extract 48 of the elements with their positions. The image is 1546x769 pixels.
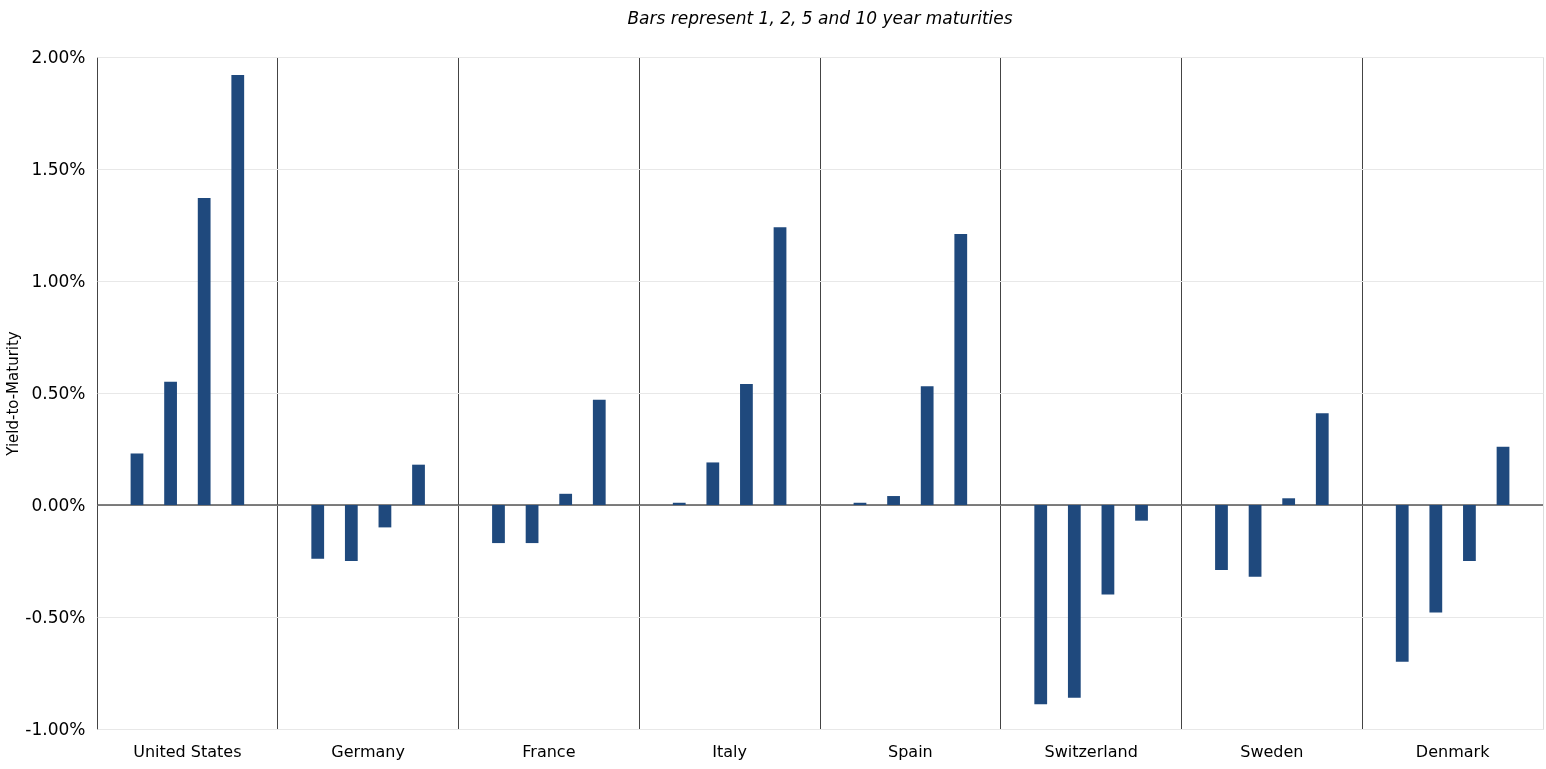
bar (525, 505, 539, 544)
bar (1315, 413, 1329, 505)
x-tick-label: Switzerland (1044, 741, 1138, 761)
y-tick-label: -0.50% (25, 606, 86, 627)
bar (592, 399, 606, 505)
x-tick-label: Sweden (1240, 741, 1304, 761)
bar (130, 453, 144, 505)
bar (954, 233, 968, 505)
bar (1282, 498, 1296, 505)
bar (740, 384, 753, 505)
y-axis-title: Yield-to-Maturity (4, 331, 23, 457)
bar (887, 496, 900, 505)
bar (412, 464, 425, 505)
x-tick-label: Germany (331, 741, 405, 761)
bar (920, 386, 934, 505)
bar (378, 505, 392, 528)
x-tick-label: Spain (888, 741, 933, 761)
x-tick-label: France (522, 741, 576, 761)
y-tick-label: 1.00% (31, 270, 86, 291)
bar (492, 505, 505, 544)
bar (1101, 505, 1115, 595)
bar (164, 381, 177, 505)
y-tick-label: 2.00% (31, 46, 86, 67)
bar (706, 462, 720, 505)
bar (344, 505, 358, 561)
y-tick-label: -1.00% (25, 718, 86, 739)
x-tick-label: Italy (712, 741, 747, 761)
bar (1463, 505, 1476, 561)
bar (311, 505, 325, 559)
y-tick-label: 0.50% (31, 382, 86, 403)
bar (773, 227, 787, 505)
bar (1215, 505, 1228, 570)
bar (231, 74, 245, 505)
bar (1395, 505, 1409, 662)
x-tick-label: Denmark (1415, 741, 1491, 761)
bar (1248, 505, 1262, 577)
bar (1067, 505, 1081, 698)
y-tick-label: 0.00% (31, 494, 86, 515)
x-tick-label: United States (133, 741, 242, 761)
bar (672, 502, 686, 505)
bar (1034, 505, 1048, 705)
bar (197, 198, 211, 505)
bar (1135, 505, 1148, 521)
bar (559, 493, 573, 505)
bar (1496, 446, 1510, 505)
chart-title: Bars represent 1, 2, 5 and 10 year maturities (627, 8, 1013, 28)
y-tick-label: 1.50% (31, 158, 86, 179)
bar (1429, 505, 1443, 613)
